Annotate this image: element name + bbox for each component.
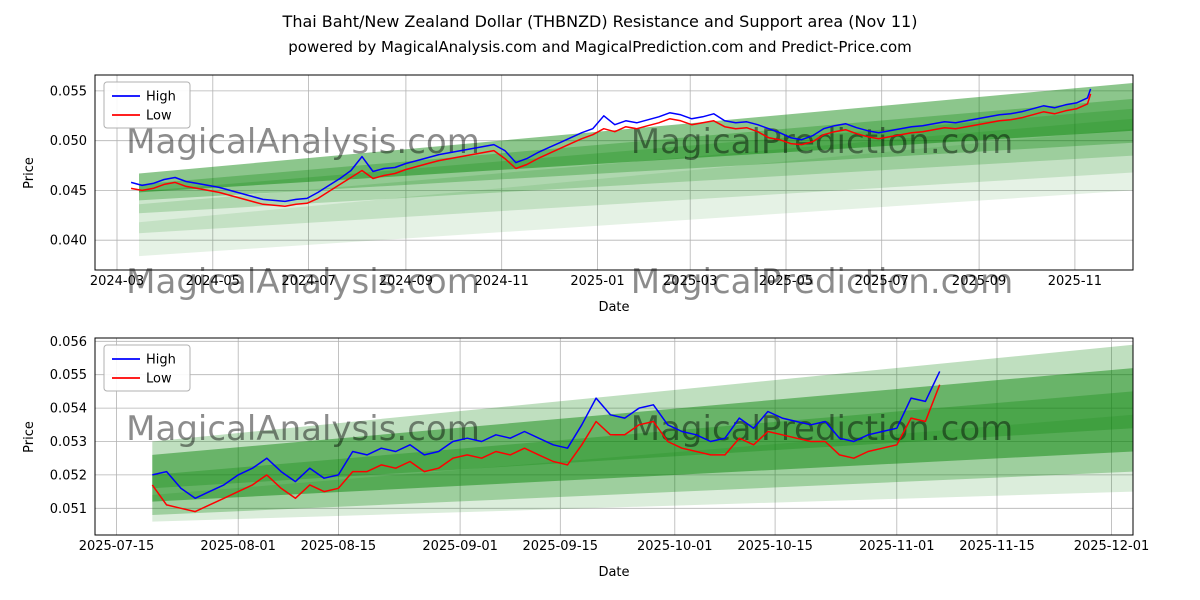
x-tick-label: 2025-07 <box>855 274 909 289</box>
y-tick-label: 0.051 <box>50 502 87 517</box>
x-tick-label: 2025-03 <box>663 274 717 289</box>
support-resistance-bands <box>152 344 1133 522</box>
support-band <box>139 128 1133 257</box>
y-axis-label: Price <box>22 421 37 453</box>
x-tick-label: 2025-08-15 <box>301 539 377 554</box>
x-tick-label: 2024-07 <box>281 274 335 289</box>
legend-box <box>103 344 191 392</box>
support-band <box>139 83 1133 193</box>
legend-label-high: High <box>146 353 176 368</box>
series-lines <box>151 371 941 513</box>
long-term-price-chart: MagicalAnalysis.com MagicalPrediction.com… <box>22 74 1134 315</box>
grid <box>95 338 1133 535</box>
plot-border <box>94 74 1134 271</box>
y-tick-label: 0.053 <box>50 435 87 450</box>
x-tick-label: 2024-05 <box>186 274 240 289</box>
y-tick-labels: 0.040 0.045 0.050 0.055 <box>50 84 87 248</box>
x-tick-label: 2024-09 <box>379 274 433 289</box>
y-tick-labels: 0.051 0.052 0.053 0.054 0.055 0.056 <box>50 335 87 517</box>
chart-subtitle: powered by MagicalAnalysis.com and Magic… <box>288 38 912 56</box>
support-band <box>139 118 1133 234</box>
y-tick-label: 0.054 <box>50 402 87 417</box>
low-line <box>130 93 1092 208</box>
support-band <box>139 108 1133 214</box>
series-lines <box>130 88 1092 208</box>
x-axis-label: Date <box>598 565 629 580</box>
x-tick-label: 2025-08-01 <box>200 539 276 554</box>
watermark: MagicalAnalysis.com <box>126 409 480 449</box>
x-tick-label: 2025-07-15 <box>79 539 155 554</box>
y-tick-label: 0.055 <box>50 368 87 383</box>
support-band <box>152 344 1133 489</box>
y-tick-label: 0.052 <box>50 468 87 483</box>
x-tick-label: 2025-09 <box>952 274 1006 289</box>
x-tick-label: 2025-09-15 <box>523 539 599 554</box>
y-tick-label: 0.050 <box>50 134 87 149</box>
x-tick-label: 2025-10-15 <box>737 539 813 554</box>
support-band <box>152 414 1133 522</box>
y-axis-label: Price <box>22 157 37 189</box>
x-tick-label: 2025-01 <box>570 274 624 289</box>
x-tick-labels: 2024-03 2024-05 2024-07 2024-09 2024-11 2025-… <box>90 274 1102 289</box>
low-line <box>151 384 941 513</box>
support-band <box>152 368 1133 502</box>
x-tick-label: 2025-12-01 <box>1074 539 1150 554</box>
x-tick-label: 2024-03 <box>90 274 144 289</box>
y-tick-label: 0.056 <box>50 335 87 350</box>
legend-label-low: Low <box>146 372 172 387</box>
y-tick-label: 0.045 <box>50 184 87 199</box>
y-tick-label: 0.040 <box>50 234 87 249</box>
chart-title: Thai Baht/New Zealand Dollar (THBNZD) Re… <box>282 12 918 31</box>
legend-label-low: Low <box>146 109 172 124</box>
watermark: MagicalAnalysis.com <box>126 122 480 162</box>
legend-label-high: High <box>146 90 176 105</box>
x-tick-label: 2024-11 <box>475 274 529 289</box>
support-resistance-bands <box>139 83 1133 257</box>
support-band <box>152 391 1133 515</box>
short-term-price-chart: MagicalAnalysis.com MagicalPrediction.com… <box>22 335 1150 580</box>
x-tick-label: 2025-10-01 <box>637 539 713 554</box>
grid <box>95 75 1133 270</box>
legend: High Low <box>103 344 191 392</box>
x-tick-label: 2025-09-01 <box>422 539 498 554</box>
x-axis-label: Date <box>598 300 629 315</box>
watermark: MagicalPrediction.com <box>631 409 1014 449</box>
legend-box <box>103 81 191 129</box>
x-tick-labels: 2025-07-15 2025-08-01 2025-08-15 2025-09-01… <box>79 539 1150 554</box>
x-tick-label: 2025-11-15 <box>959 539 1035 554</box>
figure-header: Thai Baht/New Zealand Dollar (THBNZD) Re… <box>0 0 1200 62</box>
x-tick-label: 2025-05 <box>759 274 813 289</box>
x-tick-label: 2025-11-01 <box>859 539 935 554</box>
high-line <box>130 88 1092 203</box>
watermark: MagicalAnalysis.com <box>126 262 480 302</box>
x-tick-label: 2025-11 <box>1048 274 1102 289</box>
y-tick-label: 0.055 <box>50 84 87 99</box>
plot-border <box>94 337 1134 536</box>
watermark: MagicalPrediction.com <box>631 262 1014 302</box>
high-line <box>152 371 941 500</box>
legend: High Low <box>103 81 191 129</box>
